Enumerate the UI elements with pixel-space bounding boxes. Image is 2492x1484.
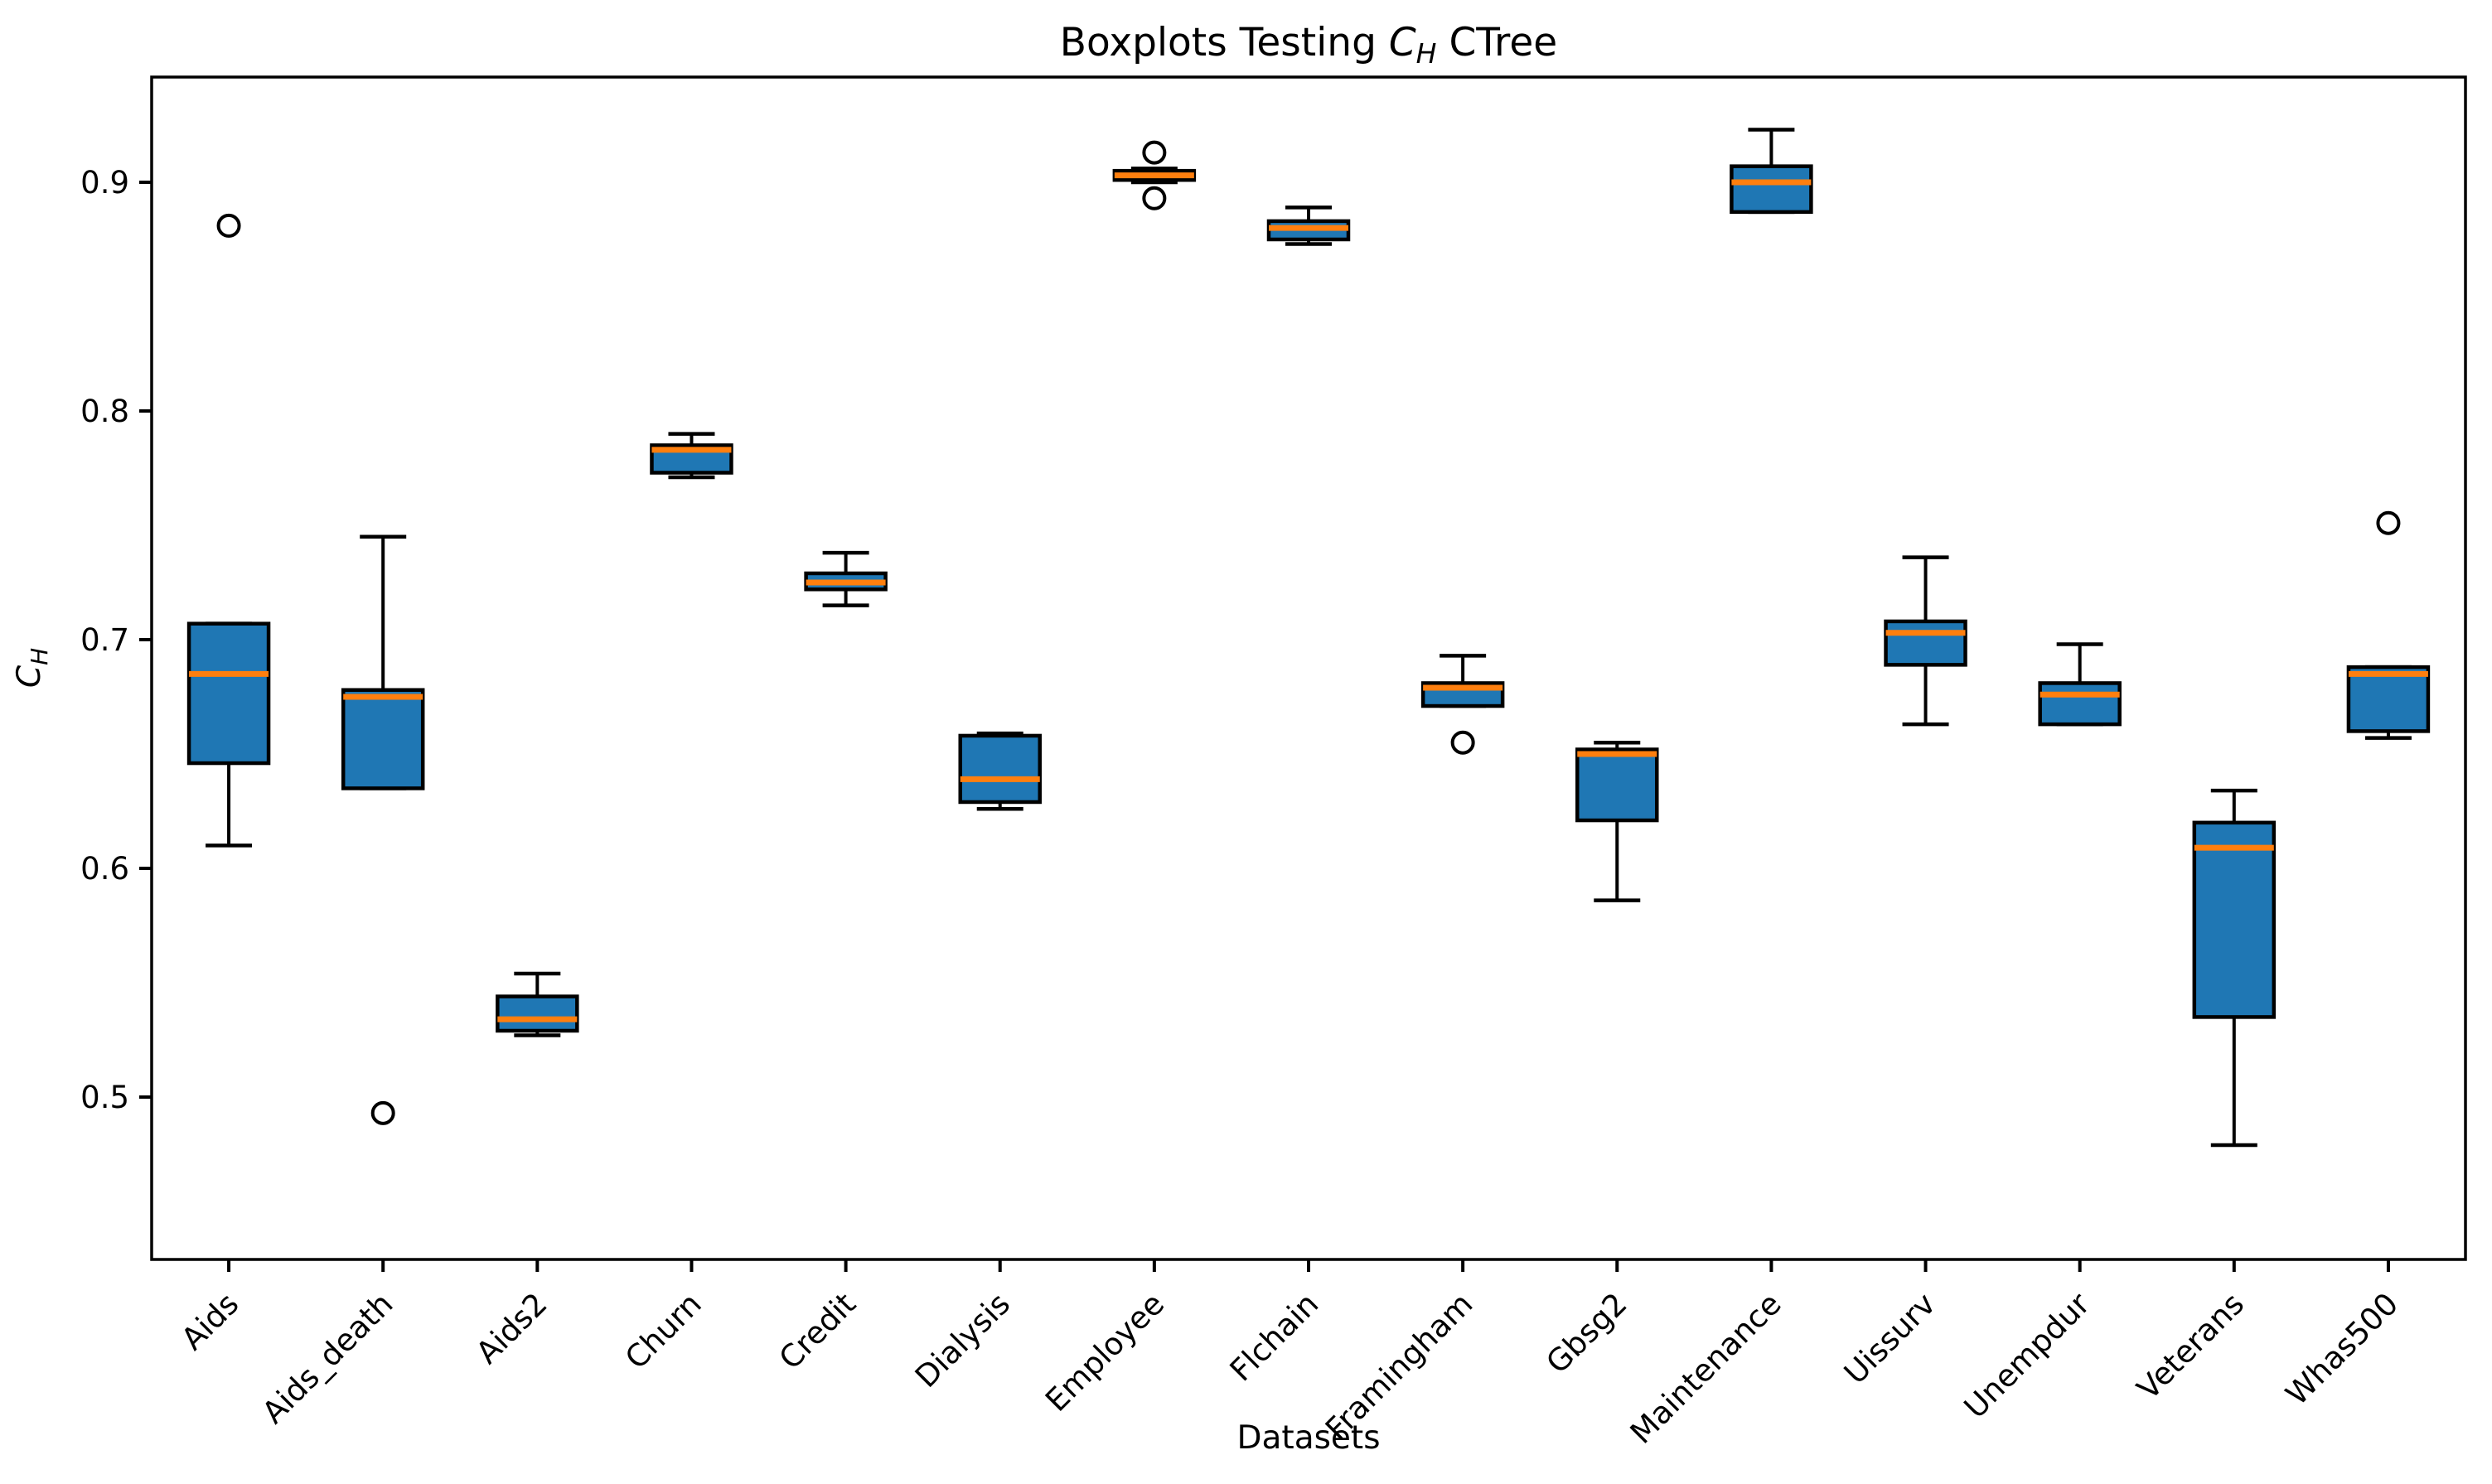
chart-title-text: Boxplots Testing <box>1060 20 1389 65</box>
x-tick-label-Uissurv: Uissurv <box>1837 1286 1943 1391</box>
box <box>496 994 579 1033</box>
x-tick-label-Credit: Credit <box>772 1286 863 1376</box>
flier-point <box>2376 510 2401 535</box>
plot-border <box>150 75 2467 1261</box>
y-tick-label-0.6: 0.6 <box>80 851 129 887</box>
boxplots-group <box>186 128 2431 1148</box>
x-tick-label-Whas500: Whas500 <box>2279 1286 2405 1412</box>
chart-title-math-var: C <box>1389 20 1416 65</box>
boxplot-aids2 <box>496 971 579 1037</box>
y-tick-label-0.9: 0.9 <box>80 165 129 201</box>
y-axis-ticks: 0.5 0.6 0.7 0.8 0.9 <box>80 165 152 1115</box>
box <box>1730 164 1813 215</box>
boxplot-dialysis <box>958 731 1042 811</box>
boxplot-credit <box>804 550 888 607</box>
x-tick-label-Unempdur: Unempdur <box>1957 1285 2098 1425</box>
boxplot-uissurv <box>1884 555 1967 727</box>
box <box>341 688 425 790</box>
boxplot-flchain <box>1266 205 1351 246</box>
x-axis-label: Datasets <box>1236 1419 1380 1457</box>
chart-title: Boxplots Testing CH CTree <box>1060 20 1557 70</box>
y-axis-label-math-subscript: H <box>26 648 53 665</box>
box <box>2346 665 2431 733</box>
x-tick-label-Veterans: Veterans <box>2130 1286 2251 1407</box>
boxplot-maintenance <box>1730 128 1813 215</box>
boxplot-whas500 <box>2346 510 2431 740</box>
y-axis-label: CH <box>11 648 53 688</box>
flier-point <box>1142 186 1167 210</box>
box <box>2038 681 2122 727</box>
flier-point <box>1450 730 1475 755</box>
box <box>186 621 271 766</box>
box <box>958 733 1042 805</box>
boxplot-gbsg2 <box>1575 740 1659 902</box>
x-tick-label-Aids: Aids <box>175 1286 246 1357</box>
y-tick-label-0.5: 0.5 <box>80 1080 129 1115</box>
boxplot-aids_death <box>341 534 425 1125</box>
x-tick-label-Gbsg2: Gbsg2 <box>1539 1286 1633 1380</box>
boxplot-unempdur <box>2038 642 2122 727</box>
y-axis-label-math-var: C <box>11 665 48 688</box>
boxplot-churn <box>650 432 733 480</box>
x-tick-label-Churn: Churn <box>618 1286 709 1376</box>
boxplot-aids <box>186 213 271 848</box>
flier-point <box>370 1100 395 1125</box>
x-tick-label-Employee: Employee <box>1038 1286 1171 1419</box>
y-tick-label-0.7: 0.7 <box>80 622 129 658</box>
y-tick-label-0.8: 0.8 <box>80 394 129 429</box>
flier-point <box>1142 140 1167 165</box>
flier-point <box>216 213 241 238</box>
x-tick-label-Maintenance: Maintenance <box>1623 1286 1788 1451</box>
boxplot-veterans <box>2192 788 2277 1148</box>
x-tick-label-Flchain: Flchain <box>1223 1286 1326 1389</box>
boxplot-employee <box>1112 140 1197 210</box>
boxplot-framingham <box>1420 654 1505 755</box>
chart-title-suffix: CTree <box>1437 20 1558 65</box>
x-tick-label-Aids2: Aids2 <box>469 1286 554 1370</box>
box <box>1884 619 1967 667</box>
box <box>2192 820 2277 1019</box>
box <box>1575 747 1659 823</box>
chart-title-math-subscript: H <box>1416 37 1437 70</box>
x-tick-label-Dialysis: Dialysis <box>908 1286 1017 1395</box>
x-tick-label-Aids_death: Aids_death <box>255 1286 399 1430</box>
